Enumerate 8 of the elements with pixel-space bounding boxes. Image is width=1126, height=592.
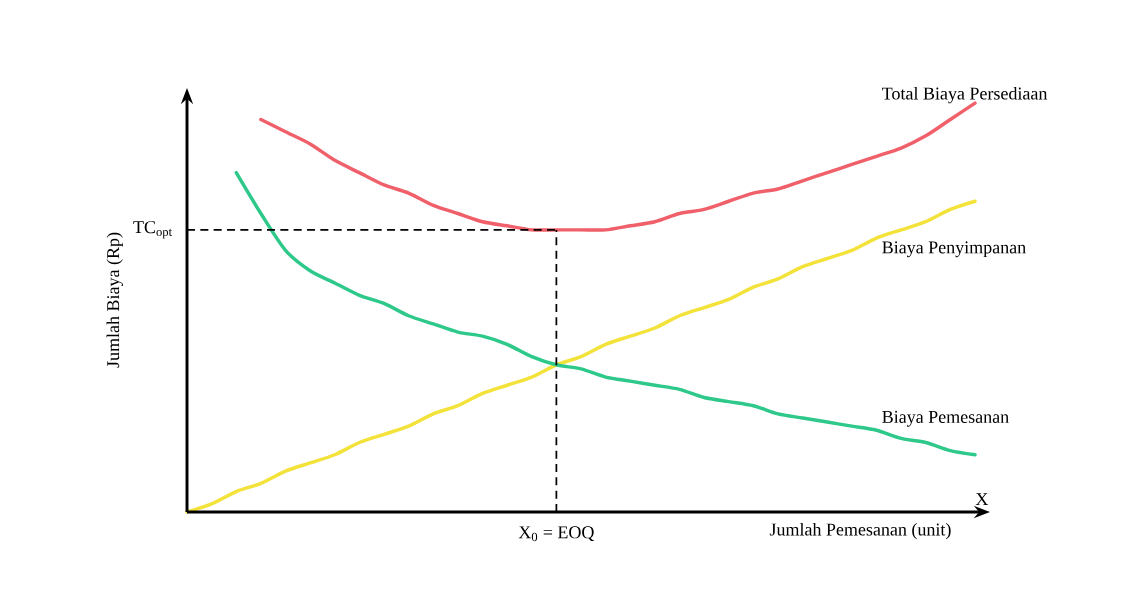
y-axis-title: Jumlah Biaya (Rp) — [106, 232, 123, 368]
series-label: Biaya Pemesanan — [882, 410, 1009, 427]
series-label: Total Biaya Persediaan — [882, 86, 1048, 104]
annotation: X — [975, 493, 989, 506]
series-label: Biaya Penyimpanan — [882, 241, 1026, 258]
ref-line-label: TC$_{opt}$ — [133, 221, 172, 239]
x-axis-title: Jumlah Pemesanan (unit) — [769, 522, 951, 540]
text: X$_{0}$ = EOQ — [518, 526, 595, 542]
